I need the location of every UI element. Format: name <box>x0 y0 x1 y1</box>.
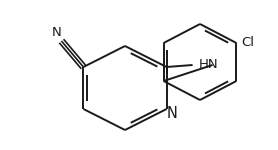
Text: N: N <box>166 105 177 120</box>
Text: Cl: Cl <box>241 36 254 50</box>
Text: N: N <box>51 27 61 39</box>
Text: HN: HN <box>198 58 218 72</box>
